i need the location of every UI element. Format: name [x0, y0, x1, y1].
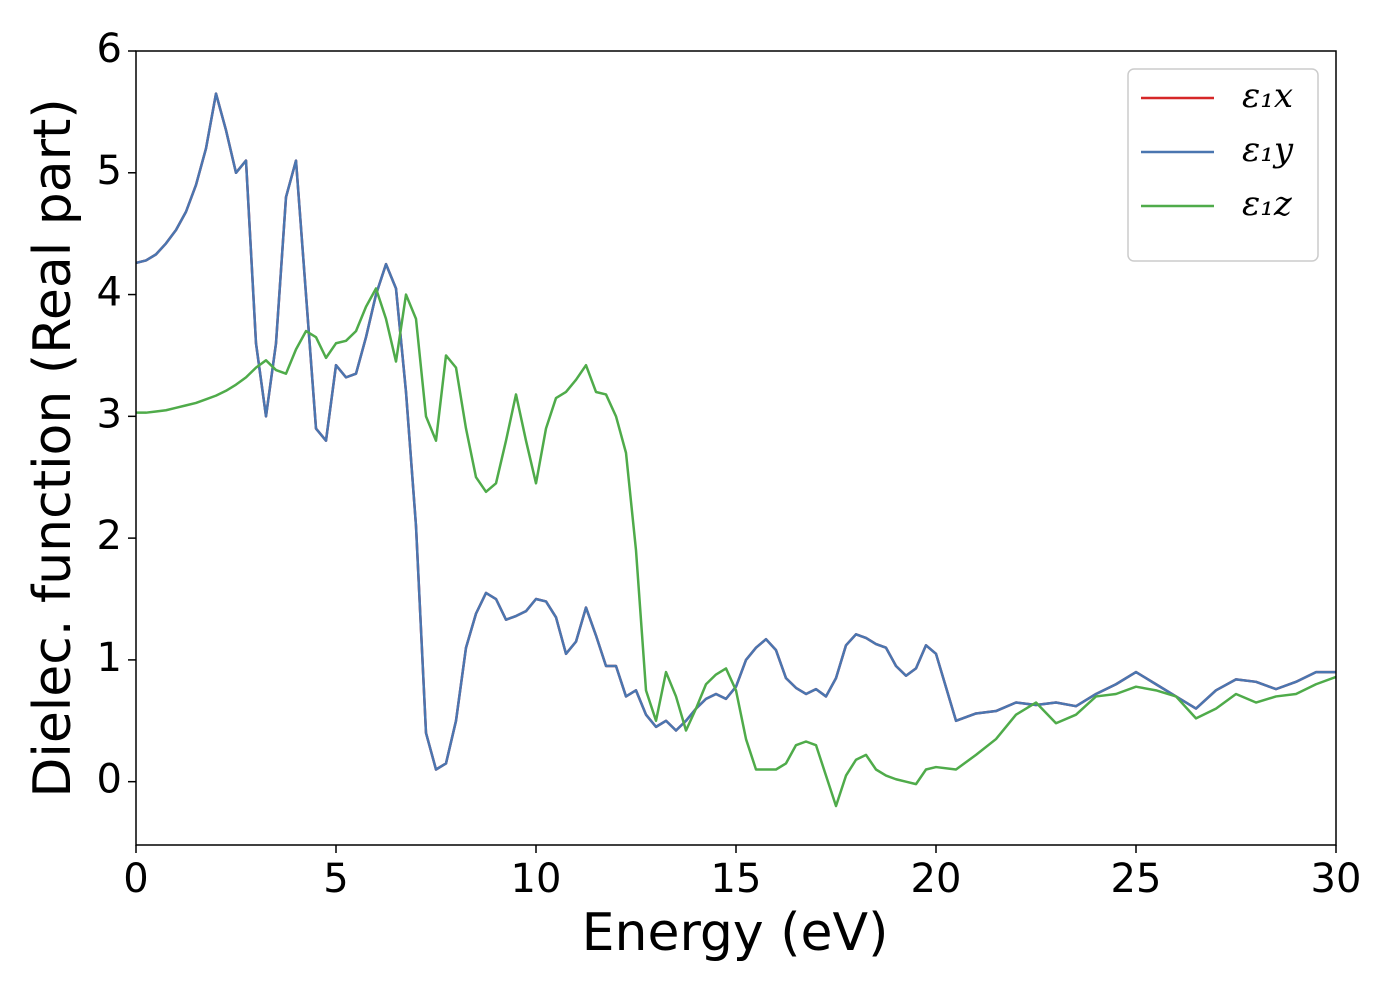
legend-label: ε₁z: [1242, 184, 1293, 224]
y-tick-label: 3: [97, 391, 122, 437]
x-tick-label: 25: [1111, 856, 1162, 902]
x-tick-label: 20: [911, 856, 962, 902]
y-tick-label: 0: [97, 757, 122, 803]
x-tick-label: 15: [711, 856, 762, 902]
y-axis-label: Dielec. function (Real part): [23, 98, 83, 797]
x-tick-label: 30: [1311, 856, 1362, 902]
y-tick-label: 4: [97, 270, 122, 316]
x-axis-label: Energy (eV): [582, 903, 889, 963]
plot-frame: [135, 50, 1337, 846]
series-line: [136, 287, 1336, 808]
x-tick-label: 10: [511, 856, 562, 902]
y-tick-label: 1: [97, 635, 122, 681]
legend-box: [1127, 68, 1319, 262]
y-tick-label: 2: [97, 513, 122, 559]
y-tick-label: 6: [97, 26, 122, 72]
y-tick-label: 5: [97, 148, 122, 194]
legend-label: ε₁y: [1242, 130, 1294, 170]
legend-label: ε₁x: [1242, 76, 1293, 116]
series-line: [136, 92, 1336, 771]
x-tick-label: 5: [323, 856, 348, 902]
x-tick-label: 0: [123, 856, 148, 902]
